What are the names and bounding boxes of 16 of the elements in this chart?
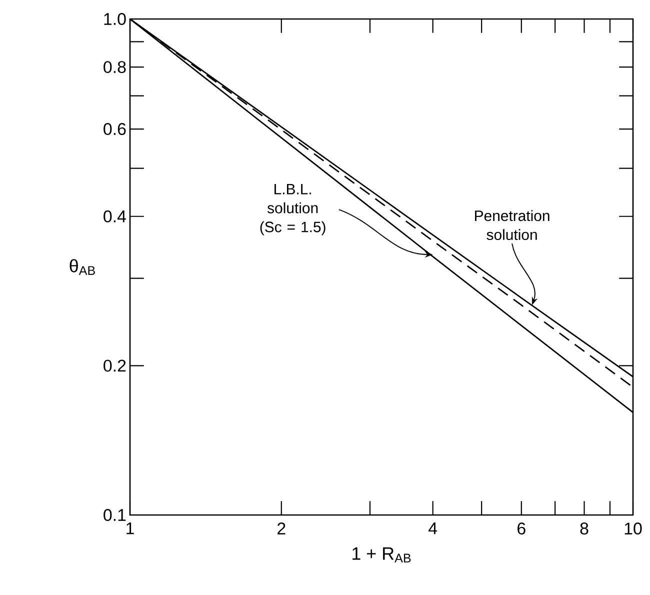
x-tick-label: 10 — [624, 522, 642, 535]
x-tick-label: 4 — [428, 522, 438, 534]
y-tick-label: 0.8 — [104, 61, 126, 74]
y-tick-label: 0.4 — [104, 210, 126, 222]
y-axis-title: θ$_{AB}$ — [70, 259, 95, 275]
x-tick-label: 8 — [580, 522, 588, 535]
y-tick-label: 0.6 — [104, 123, 126, 136]
y-tick-label: 0.2 — [104, 360, 126, 372]
x-tick-label: 1 — [126, 522, 134, 534]
x-tick-label: 6 — [518, 522, 526, 535]
x-tick-label: 2 — [278, 522, 286, 534]
annotation: L.B.L. solution (Sc = 1.5) — [260, 184, 326, 236]
x-axis-title: 1 + R$_{AB}$ — [352, 547, 411, 562]
annotation: Penetration solution — [475, 210, 550, 240]
y-tick-label: 0.1 — [104, 509, 126, 522]
y-tick-label: 1.0 — [104, 13, 126, 26]
